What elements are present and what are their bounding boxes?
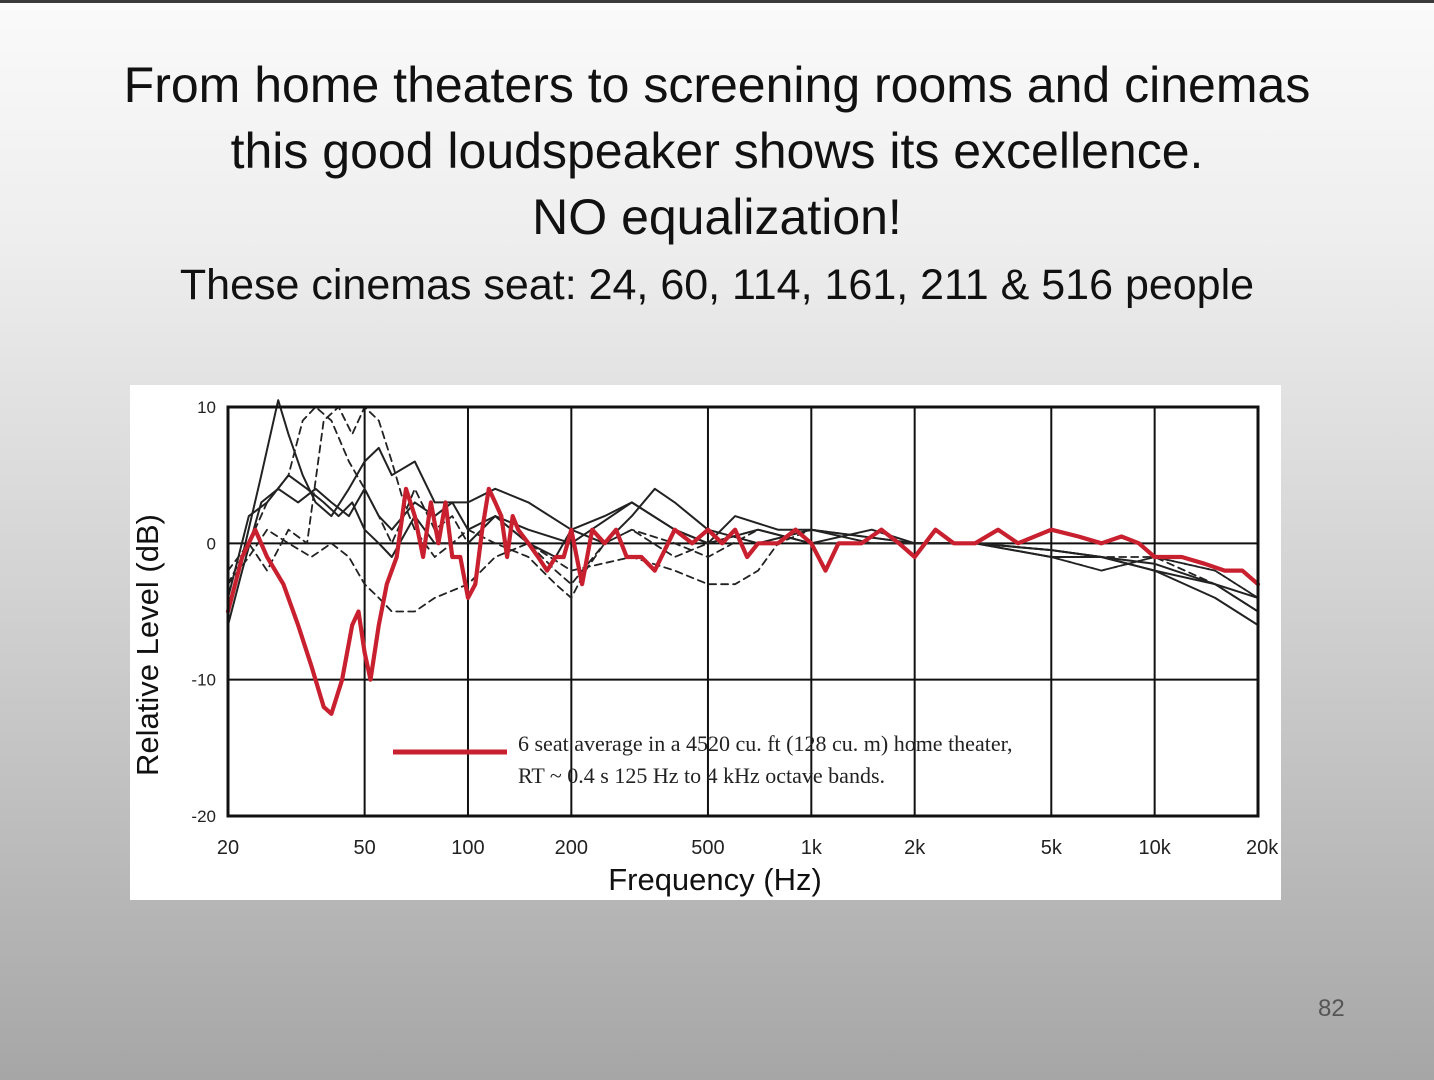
x-tick-label: 5k bbox=[1041, 837, 1063, 859]
y-axis-title: Relative Level (dB) bbox=[130, 514, 165, 776]
slide-title-line-1: From home theaters to screening rooms an… bbox=[123, 57, 1311, 113]
x-tick-label: 10k bbox=[1139, 837, 1172, 859]
x-axis-title: Frequency (Hz) bbox=[608, 862, 822, 897]
legend-text-line-1: 6 seat average in a 4520 cu. ft (128 cu.… bbox=[518, 731, 1013, 756]
y-tick-label: -20 bbox=[191, 807, 216, 826]
page-number: 82 bbox=[1318, 995, 1345, 1022]
slide-title-line-3: NO equalization! bbox=[532, 189, 902, 245]
x-tick-label: 50 bbox=[354, 837, 376, 859]
y-tick-label: 0 bbox=[207, 534, 216, 553]
slide-heading: From home theaters to screening rooms an… bbox=[0, 52, 1434, 314]
top-border bbox=[0, 0, 1434, 3]
x-tick-label: 2k bbox=[904, 837, 926, 859]
y-tick-label: -10 bbox=[191, 671, 216, 690]
series-line-cinema-dashed bbox=[227, 406, 1259, 599]
x-tick-label: 20k bbox=[1246, 837, 1279, 859]
plot-frame bbox=[226, 405, 1260, 818]
y-tick-label: 10 bbox=[197, 398, 216, 417]
chart-panel: 20 50 100 200 500 1k 2k 5k 10k 20k 10 0 -10 -20 6 sea… bbox=[130, 385, 1281, 900]
x-tick-label: 500 bbox=[691, 837, 724, 859]
legend: 6 seat average in a 4520 cu. ft (128 cu.… bbox=[393, 731, 1013, 788]
slide-subtitle: These cinemas seat: 24, 60, 114, 161, 21… bbox=[179, 261, 1255, 309]
x-tick-label: 20 bbox=[217, 837, 239, 859]
legend-text-line-2: RT ~ 0.4 s 125 Hz to 4 kHz octave bands. bbox=[518, 763, 885, 788]
series-group bbox=[225, 399, 1261, 716]
x-tick-label: 100 bbox=[451, 837, 484, 859]
series-line-home-theater bbox=[225, 486, 1261, 716]
slide-title-line-2: this good loudspeaker shows its excellen… bbox=[230, 123, 1204, 179]
series-line-cinema-dashed bbox=[227, 528, 1259, 613]
series-line-cinema-dashed bbox=[227, 406, 1259, 613]
x-tick-label: 1k bbox=[801, 837, 823, 859]
x-tick-label: 200 bbox=[555, 837, 588, 859]
